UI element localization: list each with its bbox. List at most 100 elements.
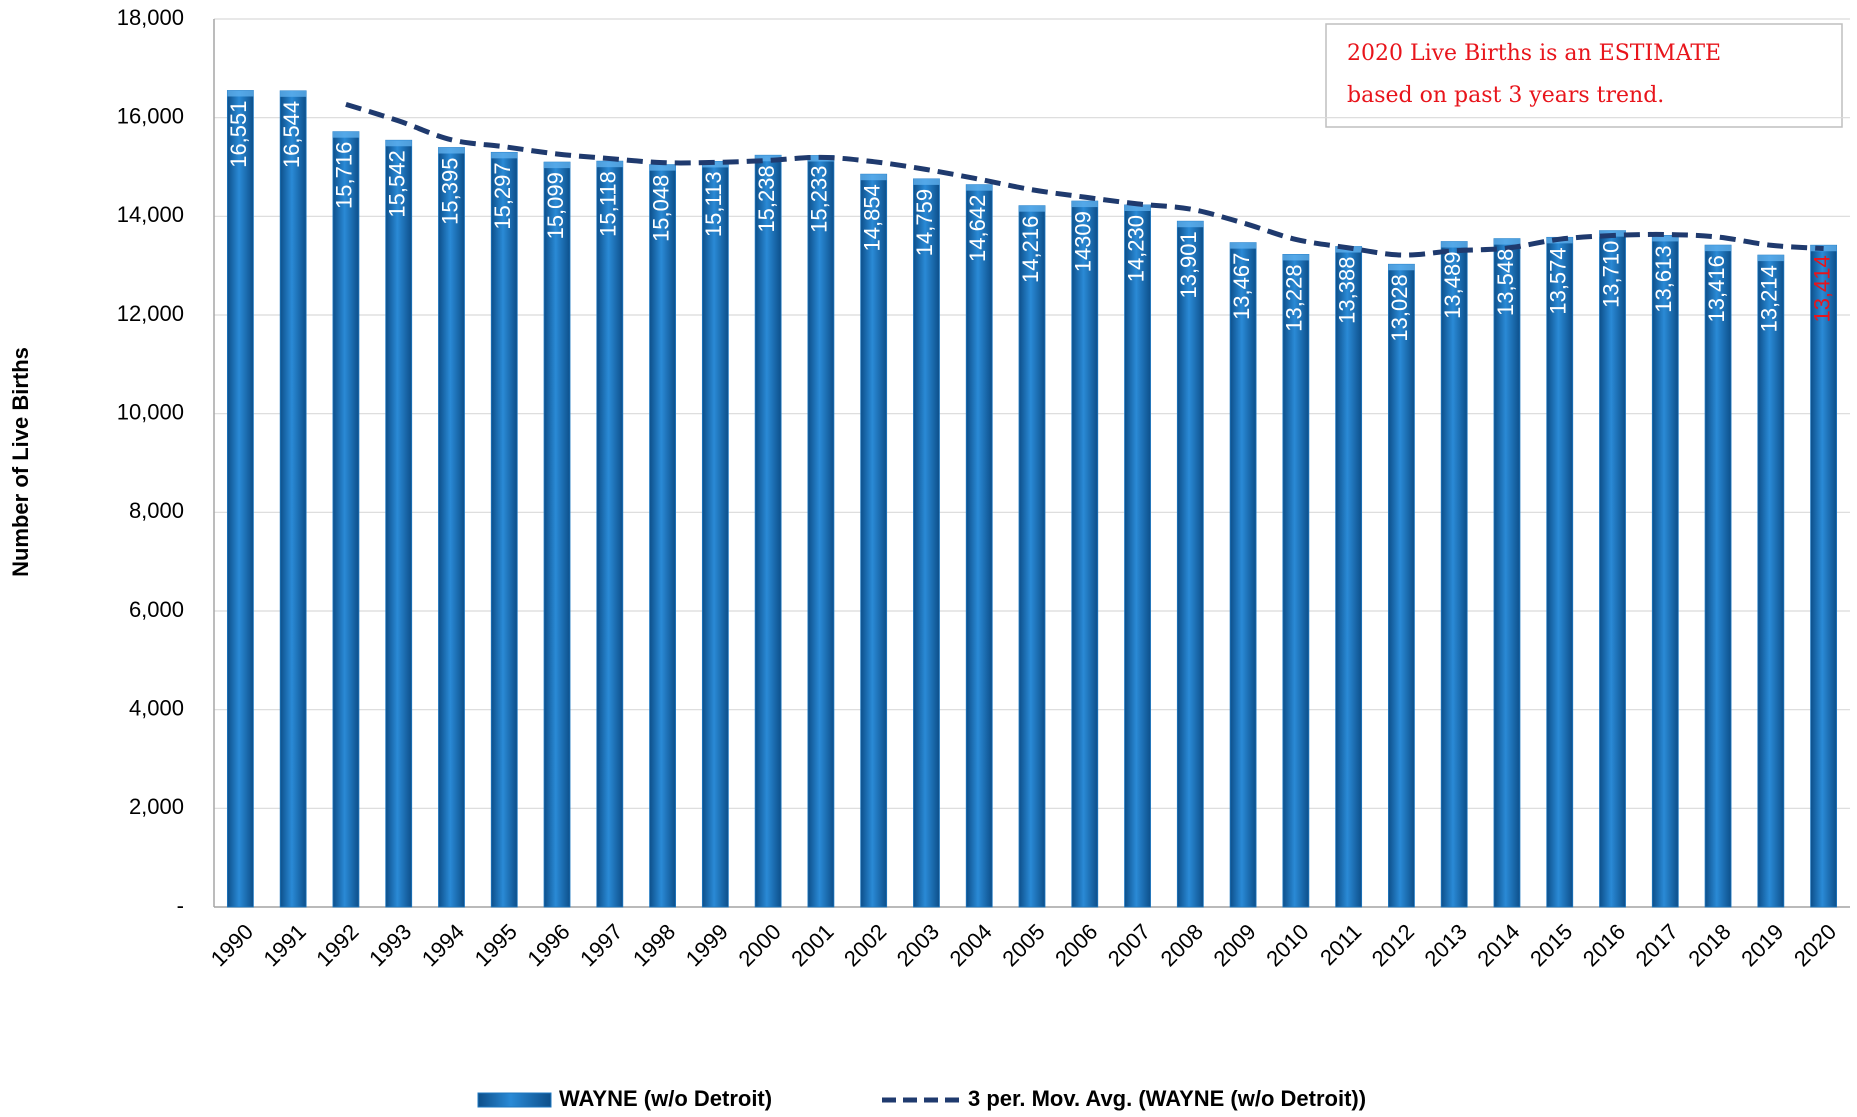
data-label: 15,542 (385, 150, 410, 217)
data-label: 15,048 (648, 175, 673, 242)
annotation: 2020 Live Births is an ESTIMATE (1347, 41, 1721, 66)
x-tick-label: 2020 (1789, 919, 1841, 971)
bar-cap (702, 161, 729, 168)
bar-cap (860, 174, 887, 181)
bar (490, 151, 518, 908)
bar-cap (966, 184, 993, 191)
x-tick-label: 1991 (259, 919, 311, 971)
bar (1124, 204, 1151, 908)
bar-cap (1177, 221, 1204, 228)
data-label: 13,228 (1282, 264, 1307, 331)
x-tick-label: 1998 (628, 919, 680, 971)
bar-cap (1441, 241, 1468, 248)
data-label: 14,854 (859, 184, 884, 251)
bar-cap (385, 140, 412, 147)
y-tick-label: 2,000 (129, 794, 184, 819)
data-label: 16,544 (279, 101, 304, 168)
annotation: based on past 3 years trend. (1347, 83, 1664, 108)
x-tick-label: 1997 (575, 919, 627, 971)
x-tick-label: 2006 (1050, 919, 1102, 971)
bar (913, 178, 940, 908)
x-tick-label: 2014 (1472, 919, 1524, 971)
bar (1018, 205, 1046, 908)
x-tick-label: 2011 (1315, 919, 1366, 970)
y-tick-label: 4,000 (129, 695, 184, 720)
data-label: 15,716 (332, 142, 357, 209)
bar (1493, 238, 1521, 908)
x-tick-label: 2002 (839, 919, 891, 971)
x-tick-label: 1999 (681, 919, 733, 971)
bar (1599, 230, 1626, 908)
data-label: 13,489 (1440, 252, 1465, 319)
bar (226, 90, 254, 908)
bar-cap (596, 161, 623, 168)
bar-cap (1493, 238, 1520, 245)
x-tick-label: 2018 (1683, 919, 1735, 971)
bar-cap (227, 90, 254, 97)
bar-cap (649, 164, 676, 171)
bar-cap (1705, 245, 1732, 252)
y-tick-label: - (177, 893, 184, 918)
data-label: 13,710 (1598, 241, 1623, 308)
bar-cap (1757, 255, 1784, 262)
x-tick-label: 2003 (892, 919, 944, 971)
x-tick-label: 2009 (1208, 919, 1260, 971)
bar (1757, 254, 1785, 908)
y-tick-label: 16,000 (117, 103, 184, 128)
bar (860, 173, 888, 908)
y-tick-label: 12,000 (117, 301, 184, 326)
y-tick-label: 14,000 (117, 202, 184, 227)
bar (701, 161, 729, 908)
bar-cap (1282, 254, 1309, 261)
data-label: 14309 (1071, 211, 1096, 272)
bar-cap (1124, 204, 1151, 211)
bar-cap (913, 178, 940, 185)
data-label: 13,613 (1651, 245, 1676, 312)
data-label: 14,642 (965, 195, 990, 262)
bar (596, 160, 624, 908)
bar (438, 147, 465, 908)
bar-cap (1019, 205, 1045, 212)
bar (1810, 244, 1838, 908)
bar-cap (1388, 264, 1415, 271)
x-tick-label: 1994 (417, 919, 469, 971)
x-tick-label: 2004 (945, 919, 997, 971)
x-tick-label: 1993 (364, 919, 416, 971)
bar-cap (755, 155, 782, 162)
y-tick-label: 10,000 (117, 399, 184, 424)
moving-average-line (345, 101, 1824, 258)
x-tick-label: 2016 (1578, 919, 1630, 971)
x-tick-label: 2012 (1367, 919, 1419, 971)
data-label: 13,388 (1334, 257, 1359, 324)
bar (1388, 263, 1415, 908)
bar (807, 155, 835, 908)
data-label: 15,395 (437, 158, 462, 225)
bar-cap (1071, 201, 1098, 208)
data-label: 13,574 (1546, 247, 1571, 314)
x-tick-label: 1995 (470, 919, 522, 971)
y-axis-title: Number of Live Births (8, 347, 33, 577)
legend-label: WAYNE (w/o Detroit) (559, 1086, 772, 1111)
bar (1440, 241, 1468, 908)
bar (1071, 200, 1099, 908)
data-label: 13,467 (1229, 253, 1254, 320)
bar (649, 164, 676, 908)
y-tick-label: 18,000 (117, 5, 184, 30)
x-tick-label: 2000 (733, 919, 785, 971)
x-tick-label: 2017 (1631, 919, 1683, 971)
bar-cap (332, 131, 359, 138)
x-tick-label: 2005 (997, 919, 1049, 971)
y-tick-label: 8,000 (129, 498, 184, 523)
data-label: 13,214 (1757, 265, 1782, 332)
x-tick-label: 1990 (206, 919, 258, 971)
data-label: 15,233 (807, 166, 832, 233)
bar (1229, 242, 1257, 908)
legend-swatch (477, 1092, 552, 1108)
data-label: 15,297 (490, 162, 515, 229)
bar (1546, 236, 1574, 908)
bar (1704, 244, 1732, 908)
bar (965, 184, 993, 908)
bar (279, 90, 307, 908)
data-label: 13,416 (1704, 255, 1729, 322)
